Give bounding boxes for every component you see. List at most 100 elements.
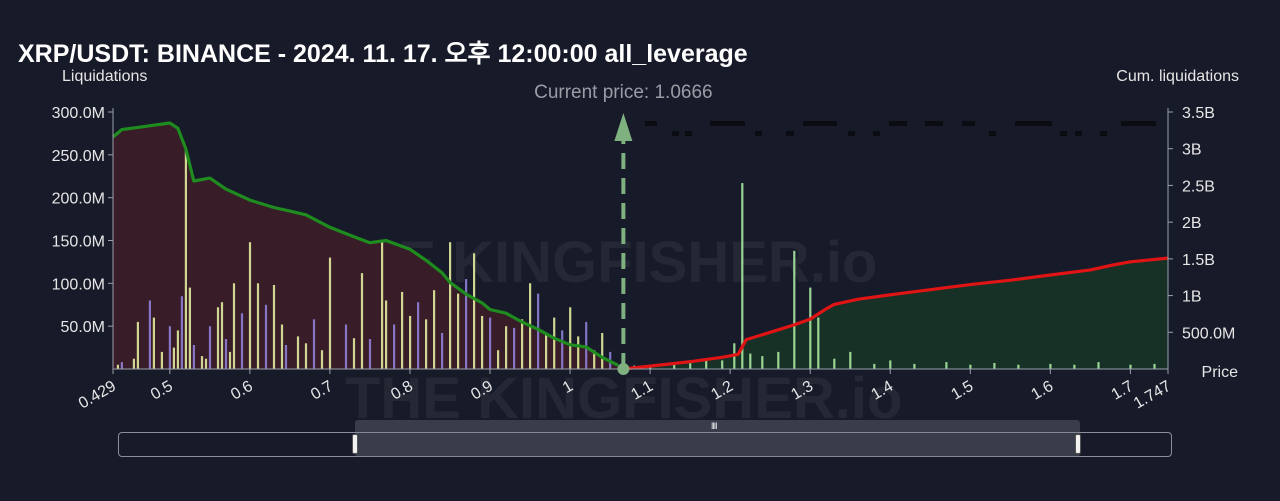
y-left-tick-label: 200.0M [52,191,105,208]
marker-strip-dash [645,121,657,126]
short-liquidation-bar [228,351,232,369]
axis-layer: 0.429 0.5 0.6 0.7 0.8 0.9 1 1.1 1.2 1.3 1.4 1.5 1.6 1… [52,68,1239,412]
short-liquidation-bar [553,317,556,369]
marker-strip-dash [962,121,975,126]
long-liquidation-bar [777,351,780,369]
chart-title: XRP/USDT: BINANCE - 2024. 11. 17. 오후 12:… [18,40,748,68]
short-liquidation-bar [304,343,308,369]
short-liquidation-bar [312,319,316,369]
long-liquidation-bar [721,360,724,369]
long-liquidation-bar [749,353,752,369]
short-liquidation-bar [537,293,540,369]
y-left-tick-label: 50.0M [61,319,105,336]
short-liquidation-bar [232,283,236,369]
short-liquidation-bar [417,302,420,369]
current-price-layer: Current price: 1.0666 [534,82,1156,375]
short-liquidation-bar [561,330,564,369]
short-liquidation-bar [433,290,436,369]
long-cumulative-area [622,258,1168,369]
marker-strip-dash [755,131,762,136]
short-liquidation-bar [204,358,208,369]
marker-strip-dash [672,131,679,136]
range-slider-right-handle[interactable] [1075,434,1081,454]
short-liquidation-bar [284,345,288,369]
short-liquidation-bar [296,336,300,369]
long-liquidation-bar [889,360,892,369]
short-liquidation-bar [513,327,516,369]
short-liquidation-bar [577,336,580,369]
short-liquidation-bar [168,326,171,369]
range-slider-grip-icon[interactable]: ‖‖ [711,421,718,431]
short-liquidation-bar [192,345,195,369]
short-liquidation-bar [505,326,508,369]
x-axis-label: Price [1202,364,1239,381]
short-liquidation-bar [216,307,220,369]
long-liquidation-bar [705,358,708,369]
short-liquidation-bar [180,296,183,369]
short-liquidation-bar [569,307,572,369]
y-right-tick-label: 500.0M [1182,325,1235,342]
marker-strip-dash [873,131,880,136]
short-liquidation-bar [136,321,139,369]
short-liquidation-bar [473,253,476,369]
x-tick-label: 0.7 [308,378,336,404]
watermark-text: THE KINGFISHER.io [345,366,902,431]
marker-strip-dash [786,131,794,136]
short-liquidation-bar [344,324,348,369]
x-tick-label: 1.747 [1131,378,1174,413]
short-liquidation-bar [116,364,119,369]
short-liquidation-bar [188,287,191,369]
long-liquidation-bar [1017,364,1020,369]
y-left-tick-label: 150.0M [52,234,105,251]
range-slider-window[interactable] [355,420,1080,457]
short-liquidation-bar [425,319,428,369]
short-liquidation-bar [184,148,187,369]
long-liquidation-bar [741,183,744,369]
x-tick-label: 1.5 [949,378,977,404]
short-liquidation-bar [368,339,372,369]
short-cumulative-area [113,123,619,369]
marker-strip-dash [889,121,907,126]
short-liquidation-bar [481,315,484,369]
y-left-tick-label: 300.0M [52,105,105,122]
short-liquidation-bar [328,257,332,369]
y-right-tick-label: 3.5B [1182,105,1215,122]
long-liquidation-bar [1129,364,1132,369]
y-left-tick-label: 100.0M [52,276,105,293]
short-liquidation-bar [441,333,444,369]
short-liquidation-bar [240,313,244,369]
marker-strip-dash [710,121,745,126]
short-liquidation-bar [264,304,268,370]
x-tick-label: 1.6 [1029,378,1057,404]
short-liquidation-bar [381,240,384,369]
long-liquidation-bar [849,351,852,369]
short-liquidation-bar [352,338,356,369]
short-liquidation-bar [465,279,468,369]
short-liquidation-bar [457,293,460,369]
short-liquidation-bar [152,317,155,369]
long-liquidation-bar [1097,362,1100,369]
y-left-tick-label: 250.0M [52,148,105,165]
y-right-tick-label: 2B [1182,215,1202,232]
short-liquidation-bar [200,356,204,369]
short-liquidation-bar [360,273,364,369]
marker-strip-dash [803,121,837,126]
marker-strip-dash [1121,121,1156,126]
short-liquidation-bar [176,330,179,369]
range-slider-track[interactable] [118,432,1172,457]
marker-strip-dash [848,131,855,136]
long-liquidation-bar [1049,363,1052,369]
short-liquidation-bar [385,300,388,369]
short-liquidation-bar [120,362,123,369]
long-liquidation-bar [689,362,692,369]
short-liquidation-bar [393,324,396,369]
long-liquidation-bar [945,362,948,369]
short-liquidation-bar [148,300,151,369]
long-liquidation-bar [969,364,972,369]
y-left-axis-label: Liquidations [62,68,147,85]
range-slider-left-handle[interactable] [352,434,358,454]
marker-strip-dash [1060,131,1067,136]
marker-strip-dash [1100,131,1107,136]
